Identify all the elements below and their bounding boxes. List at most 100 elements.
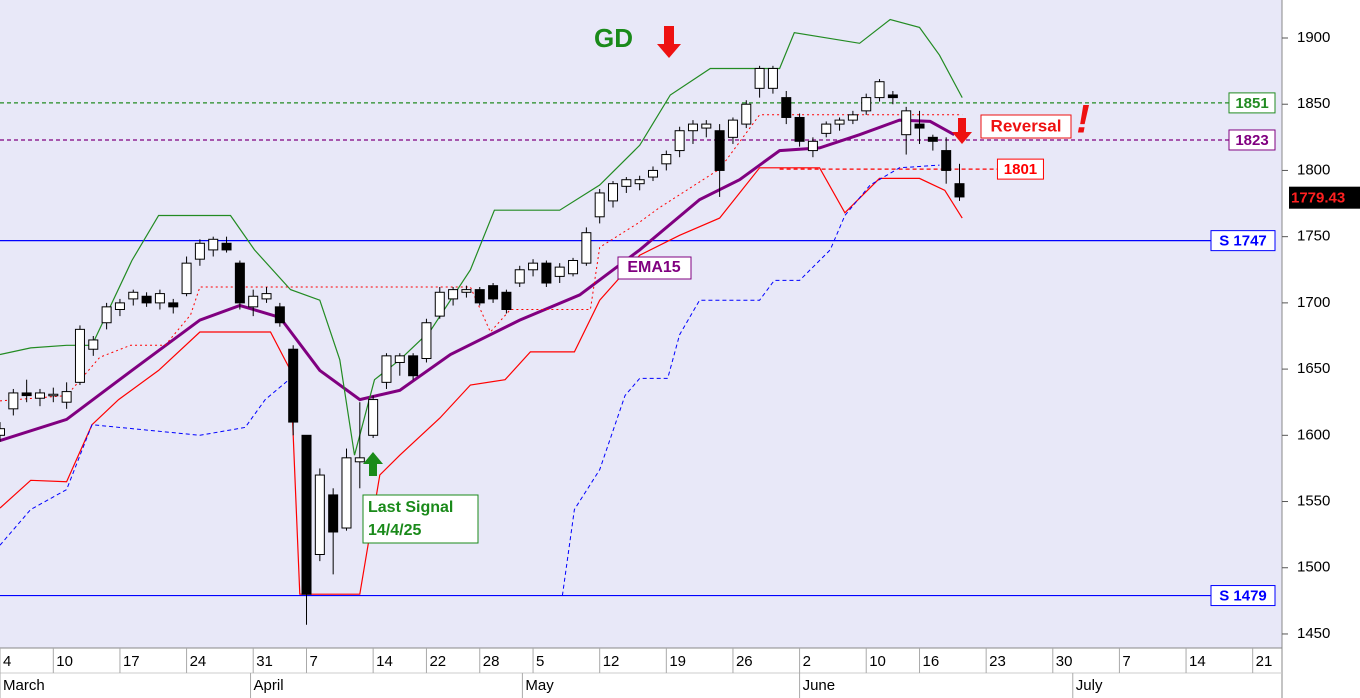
- reversal-label: Reversal: [991, 116, 1062, 135]
- candle-body: [701, 123, 712, 129]
- candle-body: [568, 259, 579, 275]
- candle-body: [914, 123, 925, 129]
- candle-body: [221, 242, 232, 251]
- last-price-label: 1779.43: [1291, 190, 1345, 207]
- x-tick-label: 12: [603, 653, 620, 670]
- candle-body: [821, 123, 832, 134]
- signal-label: Last Signal: [368, 499, 453, 516]
- candle-body: [861, 97, 872, 112]
- level-box: [1210, 585, 1276, 607]
- x-tick-label: 30: [1056, 653, 1073, 670]
- x-tick-label: 16: [923, 653, 940, 670]
- y-tick-label: 1600: [1297, 426, 1330, 443]
- candle-body: [101, 306, 112, 324]
- month-label: April: [254, 677, 284, 694]
- down-arrow: [952, 118, 972, 144]
- candle-body: [941, 150, 952, 171]
- candle-body: [887, 94, 898, 99]
- x-tick-label: 14: [1189, 653, 1206, 670]
- y-tick-label: 1550: [1297, 492, 1330, 509]
- candle-body: [927, 136, 938, 142]
- candle-body: [154, 293, 165, 304]
- x-tick-label: 23: [989, 653, 1006, 670]
- month-label: July: [1076, 677, 1103, 694]
- candle-body: [114, 302, 125, 310]
- level-label: S 1479: [1219, 588, 1267, 605]
- ema-label: EMA15: [627, 259, 680, 276]
- candle-body: [834, 119, 845, 125]
- candle-body: [128, 291, 139, 300]
- month-label: June: [803, 677, 836, 694]
- candle-body: [714, 130, 725, 171]
- signal-box: [362, 494, 479, 544]
- candle-body: [954, 183, 965, 198]
- candle-body: [328, 494, 339, 533]
- candle-body: [514, 269, 525, 284]
- level-box: [1228, 129, 1276, 151]
- candle-body: [608, 183, 619, 202]
- candle-body: [807, 140, 818, 152]
- candle-body: [408, 355, 419, 377]
- candle-body: [621, 179, 632, 187]
- candle-body: [781, 97, 792, 118]
- candle-body: [21, 392, 32, 397]
- candle-body: [141, 295, 152, 304]
- candle-body: [261, 293, 272, 300]
- x-tick-label: 5: [536, 653, 544, 670]
- candle-body: [234, 262, 245, 304]
- candle-body: [448, 289, 459, 300]
- level-box: [1210, 230, 1276, 252]
- x-tick-label: 31: [256, 653, 273, 670]
- level-box: [996, 158, 1044, 180]
- candle-body: [421, 322, 432, 359]
- x-tick-label: 10: [56, 653, 73, 670]
- y-tick-label: 1900: [1297, 29, 1330, 46]
- level-label: 1851: [1235, 95, 1268, 112]
- candle-body: [368, 399, 379, 436]
- candle-body: [687, 123, 698, 132]
- candle-body: [61, 391, 72, 403]
- y-tick-label: 1650: [1297, 360, 1330, 377]
- candle-body: [554, 266, 565, 277]
- candle-body: [847, 114, 858, 121]
- candle-body: [274, 306, 285, 324]
- x-tick-label: 17: [123, 653, 140, 670]
- candle-body: [354, 457, 365, 463]
- candle-body: [901, 110, 912, 136]
- annotations: GD Reversal ! EMA15 Last Signal 14/4/25: [362, 23, 1090, 544]
- candle-body: [541, 262, 552, 284]
- candle-body: [0, 428, 5, 436]
- y-axis-background: [1282, 0, 1360, 698]
- band-line: [0, 167, 963, 595]
- candle-body: [501, 291, 512, 310]
- y-tick-label: 1500: [1297, 559, 1330, 576]
- ema-line: [0, 118, 955, 443]
- down-arrow: [657, 26, 681, 58]
- up-arrow: [363, 452, 383, 476]
- candle-body: [488, 285, 499, 300]
- candle-body: [48, 393, 59, 397]
- x-tick-label: 10: [869, 653, 886, 670]
- candle-body: [194, 242, 205, 260]
- exclaim: !: [1076, 98, 1089, 142]
- y-tick-label: 1800: [1297, 161, 1330, 178]
- candle-body: [88, 339, 99, 350]
- candle-body: [8, 392, 19, 410]
- candle-body: [581, 232, 592, 264]
- x-tick-label: 21: [1256, 653, 1273, 670]
- candle-body: [34, 392, 45, 399]
- month-label: May: [525, 677, 554, 694]
- candle-body: [288, 348, 299, 423]
- x-tick-label: 22: [429, 653, 446, 670]
- candle-body: [634, 179, 645, 185]
- candle-body: [341, 457, 352, 529]
- candle-body: [74, 328, 85, 383]
- x-tick-label: 4: [3, 653, 11, 670]
- plot-area: [0, 18, 1229, 625]
- candle-body: [647, 169, 658, 178]
- candle-body: [594, 192, 605, 218]
- candle-body: [874, 81, 885, 99]
- candle-body: [461, 289, 472, 293]
- level-label: S 1747: [1219, 233, 1267, 250]
